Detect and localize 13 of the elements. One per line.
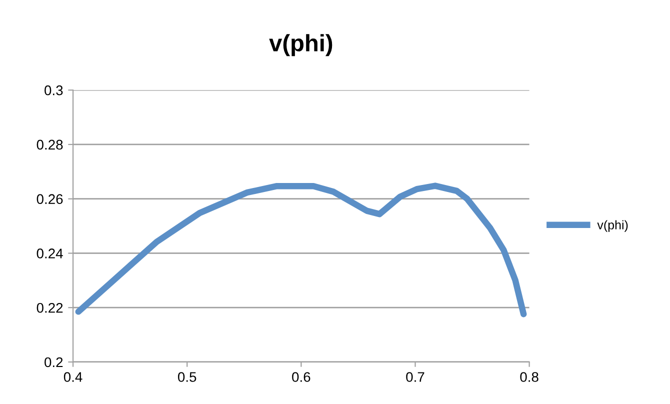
y-tick-label: 0.3 <box>44 85 63 96</box>
x-tick-label: 0.6 <box>292 372 310 382</box>
y-tick-label: 0.26 <box>36 194 63 204</box>
x-tick-label: 0.5 <box>178 372 196 382</box>
x-tick-label: 0.7 <box>406 372 424 382</box>
y-tick-label: 0.28 <box>36 140 63 150</box>
y-tick-label: 0.24 <box>36 248 63 258</box>
x-tick-label: 0.8 <box>520 372 538 382</box>
x-tick-label: 0.4 <box>64 372 82 382</box>
chart-title: v(phi) <box>269 34 332 56</box>
legend-label: v(phi) <box>597 220 628 232</box>
y-tick-label: 0.22 <box>36 302 63 313</box>
y-tick-label: 0.2 <box>44 357 63 368</box>
